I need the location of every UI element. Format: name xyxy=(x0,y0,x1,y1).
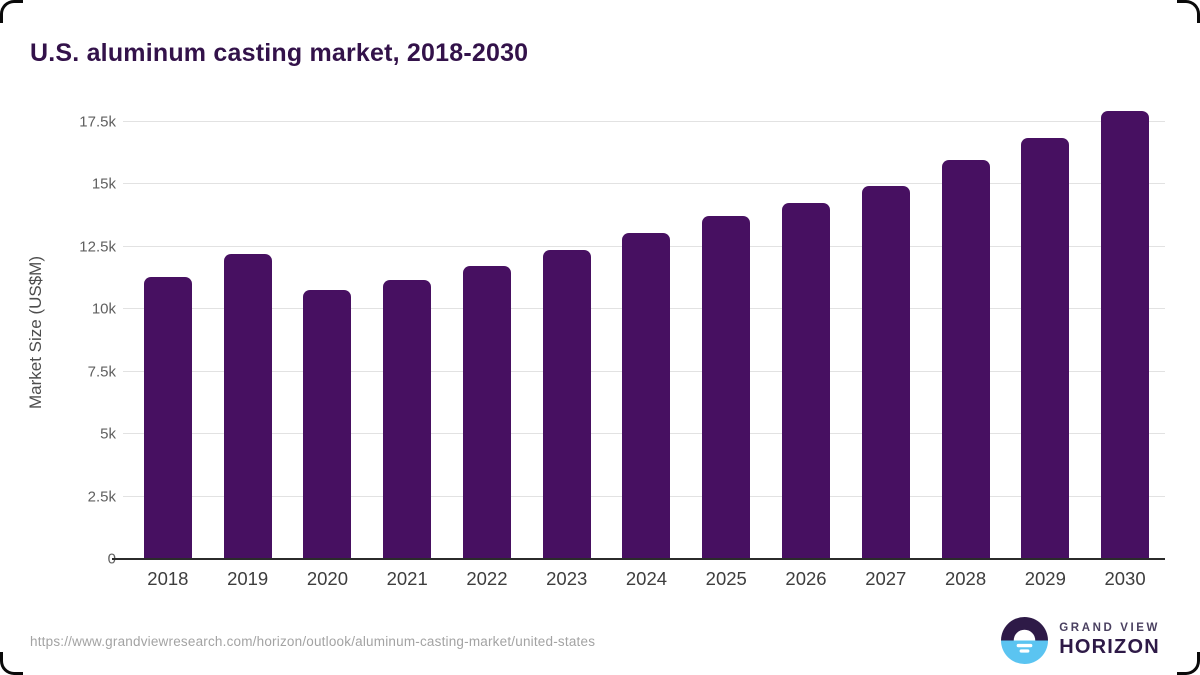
canvas-corner-border xyxy=(1177,0,1200,23)
horizon-sun-logo-icon xyxy=(1001,617,1049,664)
bar-column-2028 xyxy=(926,106,1006,559)
bar-2020[interactable] xyxy=(303,289,352,559)
x-axis-line xyxy=(112,558,1165,560)
brand-name-grand-view: GRAND VIEW xyxy=(1059,622,1160,634)
bar-column-2029 xyxy=(1005,106,1085,559)
bar-2030[interactable] xyxy=(1101,111,1150,559)
bar-column-2022 xyxy=(447,106,527,559)
bar-2026[interactable] xyxy=(782,202,830,559)
x-tick-label-2025: 2025 xyxy=(705,568,747,589)
gridline-15k xyxy=(123,183,1165,185)
y-tick-label-7.5k: 7.5k xyxy=(87,363,116,381)
brand-name-horizon: HORIZON xyxy=(1059,636,1160,658)
bar-column-2019 xyxy=(208,106,288,559)
x-tick-label-2026: 2026 xyxy=(785,568,827,589)
bar-column-2021 xyxy=(367,106,447,559)
plot-area xyxy=(112,106,1165,560)
x-tick-label-2030: 2030 xyxy=(1104,568,1146,589)
bar-column-2025 xyxy=(686,106,766,559)
bar-column-2024 xyxy=(607,106,687,559)
y-axis-tick-labels: 0 2.5k 5k 7.5k 10k 12.5k 15k 17.5k xyxy=(0,106,116,567)
x-tick-label-2020: 2020 xyxy=(306,568,348,589)
bar-series xyxy=(128,106,1165,559)
y-tick-label-5k: 5k xyxy=(100,425,116,443)
bar-2021[interactable] xyxy=(383,279,432,559)
bar-2025[interactable] xyxy=(702,215,751,559)
x-axis-tick-labels: 2018 2019 2020 2021 2022 2023 2024 2025 2026 2027… xyxy=(128,568,1165,590)
bar-column-2023 xyxy=(527,106,607,559)
x-tick-label-2027: 2027 xyxy=(865,568,907,589)
bar-2027[interactable] xyxy=(861,185,910,559)
brand-text: GRAND VIEW HORIZON xyxy=(1059,622,1160,659)
x-tick-label-2028: 2028 xyxy=(944,568,987,589)
bar-column-2020 xyxy=(288,106,368,559)
bar-2018[interactable] xyxy=(143,277,192,559)
y-tick-label-0: 0 xyxy=(108,551,116,568)
bar-2029[interactable] xyxy=(1021,137,1070,559)
x-tick-label-2022: 2022 xyxy=(466,568,508,589)
source-url-text: https://www.grandviewresearch.com/horizo… xyxy=(30,634,596,649)
bar-column-2030 xyxy=(1085,106,1165,559)
chart-title: U.S. aluminum casting market, 2018-2030 xyxy=(30,38,529,67)
y-tick-label-12.5k: 12.5k xyxy=(79,238,116,256)
y-tick-label-10k: 10k xyxy=(91,300,116,318)
x-tick-label-2018: 2018 xyxy=(147,568,189,589)
canvas-corner-border xyxy=(1177,652,1200,675)
bar-2023[interactable] xyxy=(542,250,591,559)
bar-column-2018 xyxy=(128,106,208,559)
bar-2024[interactable] xyxy=(622,232,671,559)
y-tick-label-15k: 15k xyxy=(91,175,116,193)
grand-view-horizon-logo: GRAND VIEW HORIZON xyxy=(1001,617,1160,664)
y-tick-label-2.5k: 2.5k xyxy=(87,488,116,506)
canvas-corner-border xyxy=(0,652,23,675)
bar-2019[interactable] xyxy=(223,253,272,559)
canvas-corner-border xyxy=(0,0,23,23)
x-tick-label-2024: 2024 xyxy=(625,568,668,589)
x-tick-label-2023: 2023 xyxy=(546,568,588,589)
bar-2028[interactable] xyxy=(941,160,990,559)
x-tick-label-2021: 2021 xyxy=(386,568,428,589)
gridline-17.5k xyxy=(123,120,1165,122)
y-tick-label-17.5k: 17.5k xyxy=(79,113,116,131)
x-tick-label-2029: 2029 xyxy=(1024,568,1066,589)
bar-column-2026 xyxy=(766,106,846,559)
x-tick-label-2019: 2019 xyxy=(227,568,269,589)
bar-2022[interactable] xyxy=(462,266,511,559)
bar-column-2027 xyxy=(846,106,926,559)
